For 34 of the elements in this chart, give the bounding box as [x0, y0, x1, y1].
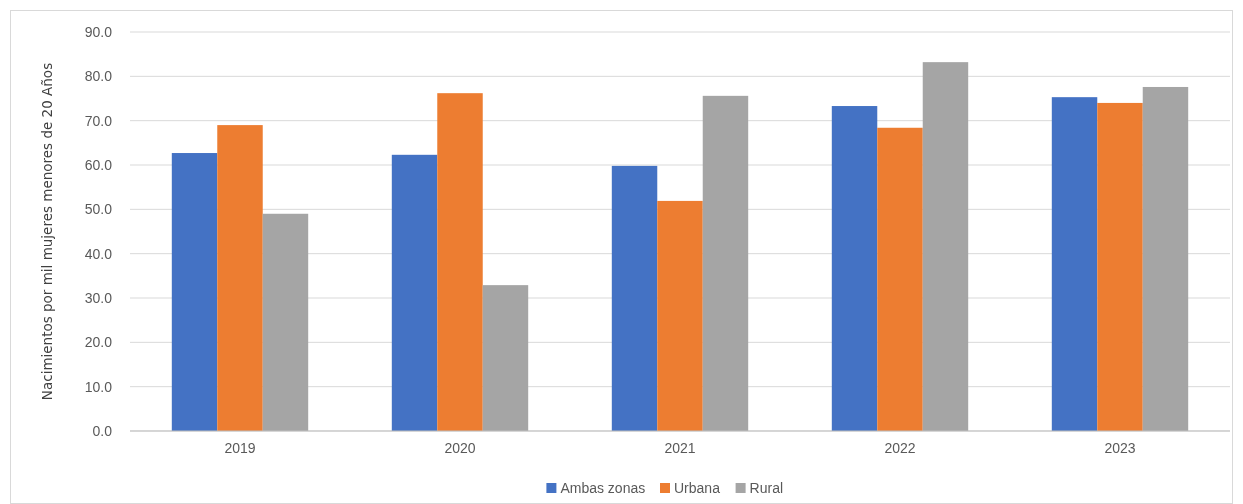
bar [611, 165, 658, 431]
bar [922, 62, 969, 431]
legend-label: Rural [749, 479, 784, 496]
bar [437, 93, 483, 431]
y-axis-title: Nacimientos por mil mujeres menores de 20 Años [39, 62, 55, 401]
bar [1142, 86, 1189, 431]
x-tick-label: 2019 [224, 440, 256, 456]
bar [171, 153, 218, 431]
x-tick-label: 2020 [444, 440, 476, 456]
y-tick-label: 40.0 [84, 245, 113, 262]
y-tick-label: 70.0 [84, 112, 113, 129]
bar [831, 106, 878, 431]
bar [877, 127, 923, 431]
bar [482, 285, 529, 431]
bar [1051, 97, 1098, 431]
bar [657, 200, 703, 431]
bar [262, 213, 309, 431]
bar [1097, 102, 1143, 431]
legend-label: Ambas zonas [560, 479, 646, 496]
y-tick-label: 20.0 [84, 334, 113, 351]
y-tick-label: 0.0 [92, 422, 113, 439]
y-tick-label: 30.0 [84, 289, 113, 306]
y-tick-label: 90.0 [84, 23, 113, 40]
x-tick-label: 2021 [664, 440, 696, 456]
y-tick-label: 10.0 [84, 378, 113, 395]
y-tick-label: 60.0 [84, 156, 113, 173]
x-tick-label: 2023 [1104, 440, 1136, 456]
bar [702, 95, 749, 431]
bar [217, 125, 263, 431]
bar [391, 154, 438, 431]
y-tick-label: 80.0 [84, 68, 113, 85]
x-tick-label: 2022 [884, 440, 916, 456]
legend-label: Urbana [674, 479, 721, 496]
y-tick-label: 50.0 [84, 201, 113, 218]
